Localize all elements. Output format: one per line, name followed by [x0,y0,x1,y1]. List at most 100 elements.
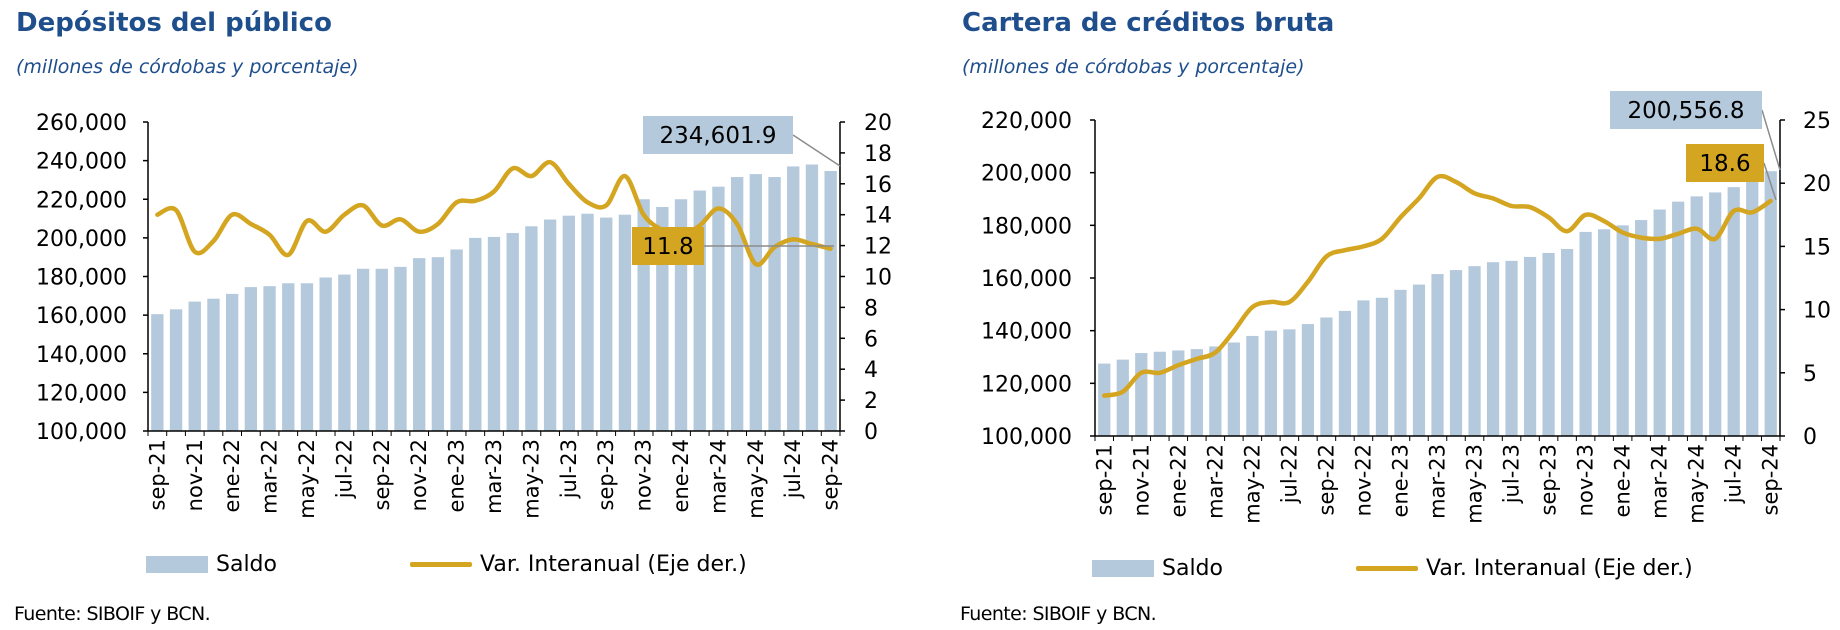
x-tick-label: nov-22 [1351,444,1375,516]
saldo-bar [805,164,819,432]
saldo-bar [319,277,332,431]
left-axis-label: 100,000 [981,425,1072,450]
chart-subtitle: (millones de córdobas y porcentaje) [16,56,359,78]
left-axis-label: 140,000 [36,343,127,368]
left-axis-label: 220,000 [981,109,1072,134]
saldo-bar [450,249,463,431]
right-axis-label: 10 [1803,299,1831,324]
variacion-annotation-label: 18.6 [1699,151,1750,177]
source-note: Fuente: SIBOIF y BCN. [14,603,211,625]
saldo-bar [1116,359,1129,436]
x-tick-label: may-22 [295,439,319,519]
x-tick-label: sep-24 [1759,444,1783,516]
saldo-bar [1709,192,1722,436]
right-axis-label: 14 [864,204,892,229]
x-tick-label: mar-24 [706,439,730,514]
saldo-annotation-leader [1761,109,1781,171]
saldo-bar [600,217,613,431]
legend-saldo: Saldo [146,552,277,577]
left-axis-label: 120,000 [36,381,127,406]
x-tick-label: mar-22 [258,439,282,514]
left-axis-label: 240,000 [36,150,127,175]
right-axis-label: 15 [1803,235,1831,260]
x-tick-label: mar-22 [1203,444,1227,519]
source-note: Fuente: SIBOIF y BCN. [960,603,1157,625]
saldo-bar [1227,342,1240,436]
right-axis-label: 8 [864,296,878,321]
saldo-bar [730,177,744,431]
saldo-bar [1357,300,1370,436]
right-axis-label: 12 [864,235,892,260]
saldo-bar [1653,209,1666,436]
saldo-bar [1523,256,1537,436]
right-axis-label: 0 [864,420,878,445]
x-tick-label: may-23 [1463,444,1487,524]
saldo-bar [431,257,445,431]
variacion-line [155,159,833,267]
x-tick-label: nov-23 [1574,444,1598,516]
saldo-annotation-label: 200,556.8 [1627,98,1744,124]
chart-title: Cartera de créditos bruta [962,8,1335,38]
saldo-bar [1635,220,1648,436]
saldo-bar [1098,363,1111,436]
saldo-bar [1560,249,1574,436]
saldo-bar [712,186,725,431]
saldo-bar [1468,266,1481,436]
saldo-bar [1135,353,1148,436]
saldo-bar [1579,231,1592,436]
right-axis-label: 5 [1803,362,1817,387]
legend-bar-swatch [146,556,208,573]
saldo-bar [1172,350,1185,436]
saldo-bar [207,298,220,431]
saldo-bar [618,214,632,431]
saldo-bar [188,301,201,431]
saldo-bar [1412,284,1426,436]
saldo-bar [1690,196,1703,436]
depositos-panel: 100,000 120,000 140,000 160,000 180,000 200,0… [14,8,892,625]
legend-saldo: Saldo [1092,556,1223,581]
saldo-bar [375,268,388,431]
left-axis-label: 120,000 [981,372,1072,397]
x-tick-label: jul-23 [557,439,581,499]
saldo-bar [1598,229,1611,436]
saldo-bar [469,237,482,432]
saldo-bar [151,314,164,431]
legend-variacion-label: Var. Interanual (Eje der.) [480,552,747,577]
right-axis-label: 10 [864,266,892,291]
variacion-annotation-label: 11.8 [642,234,693,260]
saldo-bar [1505,260,1518,436]
legend-saldo-label: Saldo [216,552,277,577]
saldo-bar [1394,289,1407,436]
x-tick-label: ene-23 [445,439,469,512]
saldo-bar [413,258,426,431]
x-tick-label: may-22 [1240,444,1264,524]
right-axis-label: 0 [1803,425,1817,450]
right-axis-label: 18 [864,142,892,167]
x-tick-label: sep-21 [1092,444,1116,516]
legend-line-swatch [410,562,472,567]
saldo-bar [225,293,239,431]
x-tick-label: may-23 [519,439,543,519]
x-tick-label: nov-22 [407,439,431,511]
x-tick-label: mar-24 [1648,444,1672,519]
x-tick-label: jul-22 [1277,444,1301,504]
saldo-bar [506,233,519,431]
x-tick-label: sep-22 [370,439,394,511]
saldo-bar [1264,330,1277,436]
variacion-annotation-leader [1763,162,1777,201]
saldo-bar [338,274,351,431]
variacion-annotation-box [632,227,704,265]
saldo-bar [1283,329,1296,436]
x-tick-label: ene-24 [1611,444,1635,517]
legend-line-swatch [1356,566,1418,571]
legend-bar-swatch [1092,560,1154,577]
saldo-bar [1616,225,1629,436]
saldo-annotation-box [1610,91,1762,129]
saldo-bar [1542,252,1555,436]
saldo-bar [787,166,800,432]
saldo-bar [169,309,183,431]
saldo-bar [1449,270,1463,436]
saldo-bar [581,213,594,431]
saldo-bar [282,283,295,431]
saldo-bar [1209,346,1222,436]
